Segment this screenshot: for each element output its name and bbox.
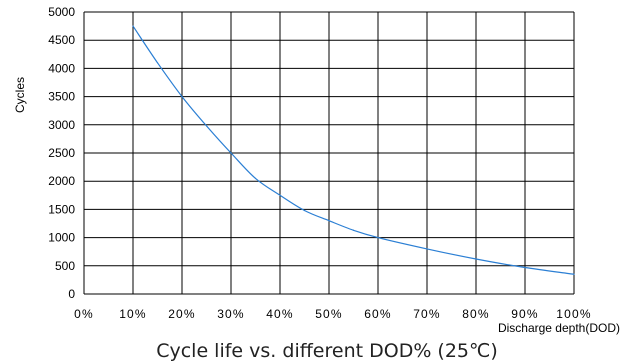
chart-caption: Cycle life vs. different DOD% (25℃) [156,340,498,361]
data-point [181,96,183,98]
y-tick-label: 1500 [48,202,75,216]
data-point [254,177,257,179]
y-tick-label: 0 [68,287,75,301]
series-layer [132,25,575,275]
data-point [426,248,428,250]
chart-grid [83,11,575,295]
data-point [377,237,379,239]
y-tick-label: 500 [55,259,75,273]
x-tick-label: 20% [168,307,196,321]
x-tick-label: 40% [266,307,294,321]
y-tick-label: 1000 [48,231,75,245]
data-point [279,194,281,196]
data-point [475,258,477,260]
data-point [132,25,134,27]
data-point [328,220,330,222]
y-tick-label: 4500 [48,33,75,47]
y-axis-label: Cycles [13,77,27,113]
y-tick-label: 5000 [48,5,75,19]
x-tick-label: 70% [413,307,441,321]
x-tick-label: 80% [462,307,490,321]
x-tick-label: 100% [556,307,592,321]
y-tick-label: 3500 [48,90,75,104]
x-tick-label: 90% [511,307,539,321]
data-point [352,229,355,231]
x-tick-label: 30% [217,307,245,321]
data-point [303,209,306,212]
data-point [205,125,208,127]
y-tick-label: 2500 [48,146,75,160]
y-tick-label: 4000 [48,61,75,75]
data-point [524,266,526,269]
x-tick-label: 10% [119,307,147,321]
x-axis-label: Discharge depth(DOD) [498,321,620,335]
x-tick-label: 60% [364,307,392,321]
y-tick-label: 2000 [48,174,75,188]
data-point [230,152,232,154]
series-line [132,25,575,275]
y-tick-labels: 0 500 1000 1500 2000 2500 3000 3500 4000 4500 5000 [48,5,75,301]
data-point [156,62,159,64]
x-tick-label: 0% [74,307,94,321]
x-tick-labels: 0% 10% 20% 30% 40% 50% 60% 70% 80% 90% 100% [74,307,592,321]
y-tick-label: 3000 [48,118,75,132]
x-tick-label: 50% [315,307,343,321]
data-point [573,273,575,275]
